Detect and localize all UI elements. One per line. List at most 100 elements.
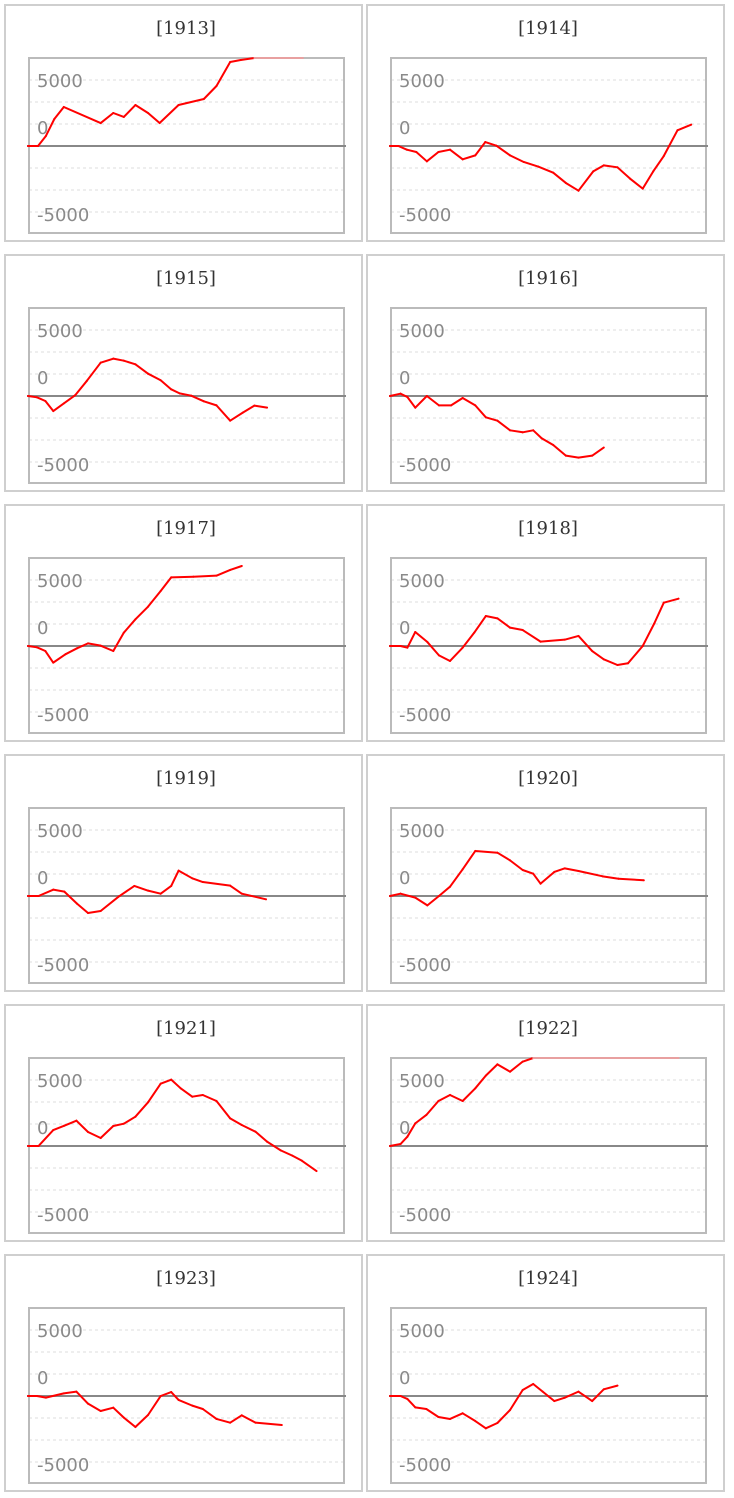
data-point (641, 187, 644, 190)
series-segment (202, 400, 218, 407)
data-point (177, 1399, 180, 1401)
data-point (134, 363, 137, 366)
series-segment (253, 404, 269, 409)
data-point (37, 145, 39, 147)
series-segment (52, 1124, 66, 1132)
data-point (36, 646, 38, 649)
series-segment (87, 642, 102, 647)
data-point (509, 1409, 511, 1411)
data-point (122, 1416, 125, 1419)
y-tick-label: -5000 (37, 1205, 89, 1226)
data-point (577, 635, 580, 637)
data-point (147, 1101, 149, 1104)
series-segment (44, 118, 56, 137)
panel-svg: [1917] 5000 0 -5000 (27, 518, 346, 734)
series-segment (414, 1113, 428, 1125)
series-segment (405, 148, 418, 154)
series-segment (449, 1093, 464, 1102)
series-segment (27, 395, 38, 399)
data-point (74, 394, 77, 396)
data-point (449, 885, 451, 888)
data-point (87, 912, 89, 914)
data-point (591, 650, 594, 652)
data-point (601, 875, 604, 878)
series-segment (44, 1392, 65, 1399)
data-point (532, 1057, 535, 1059)
series-segment (552, 443, 567, 457)
data-point (179, 1087, 182, 1090)
panel-svg: [1918] 5000 0 -5000 (389, 518, 708, 734)
series-segment (159, 576, 173, 593)
series-segment (99, 1125, 115, 1140)
data-point (240, 892, 243, 895)
series-segment (521, 1056, 535, 1063)
data-point (652, 170, 655, 173)
panel-svg: [1913] 5000 0 -5000 (27, 18, 346, 234)
y-tick-label: 5000 (37, 821, 83, 842)
panel-svg: [1923] 5000 0 -5000 (27, 1268, 346, 1484)
panel-title: [1924] (518, 1268, 578, 1289)
data-point (414, 896, 417, 899)
series-segment (641, 622, 656, 647)
series-segment (63, 890, 78, 905)
series-segment (37, 888, 55, 897)
series-segment (495, 144, 512, 157)
data-point (253, 57, 256, 59)
data-point (27, 145, 29, 147)
data-point (27, 395, 29, 397)
data-point (170, 885, 173, 887)
series-segment (449, 1412, 464, 1420)
data-point (170, 388, 173, 391)
data-point (564, 454, 567, 457)
data-point (239, 59, 242, 61)
series-segment (591, 650, 605, 661)
series-segment (537, 165, 555, 174)
data-point (541, 1390, 544, 1393)
data-point (291, 1154, 294, 1157)
data-point (563, 867, 566, 870)
series-segment (449, 868, 464, 888)
series-segment (389, 892, 402, 897)
data-point (425, 1114, 428, 1116)
data-point (496, 851, 499, 854)
data-point (496, 1422, 499, 1424)
data-point (602, 1388, 605, 1391)
data-point (170, 576, 173, 579)
series-segment (484, 141, 498, 147)
series-segment (626, 645, 644, 665)
series-segment (37, 134, 47, 147)
series-segment (496, 851, 512, 862)
series-segment (616, 166, 632, 180)
series-segment (239, 56, 256, 62)
series-segment (539, 870, 556, 885)
y-tick-label: 0 (37, 118, 48, 139)
y-tick-label: 0 (37, 618, 48, 639)
series-segment (159, 1078, 173, 1085)
data-point (76, 902, 78, 905)
data-point (215, 85, 218, 87)
series-segment (134, 605, 150, 621)
series-segment (87, 1131, 102, 1140)
data-point (36, 396, 38, 399)
panel-title: [1923] (156, 1268, 216, 1289)
data-point (215, 404, 218, 407)
chart-panel-1918: [1918] 5000 0 -5000 (366, 504, 725, 742)
data-point (177, 104, 180, 106)
series-segment (99, 112, 115, 125)
series-segment (35, 1395, 47, 1399)
series-segment (399, 892, 417, 899)
data-point (229, 884, 232, 887)
data-point (27, 895, 29, 897)
y-tick-label: 5000 (37, 71, 83, 92)
series-segment (474, 404, 487, 419)
data-point (389, 895, 391, 897)
series-segment (406, 631, 417, 649)
series-segment (629, 177, 644, 190)
series-segment (509, 1060, 524, 1073)
series-segment (134, 1101, 150, 1118)
data-point (201, 1408, 204, 1410)
series-segment (509, 626, 524, 632)
data-point (509, 1070, 511, 1073)
data-point (265, 898, 267, 901)
y-tick-label: 5000 (37, 321, 83, 342)
